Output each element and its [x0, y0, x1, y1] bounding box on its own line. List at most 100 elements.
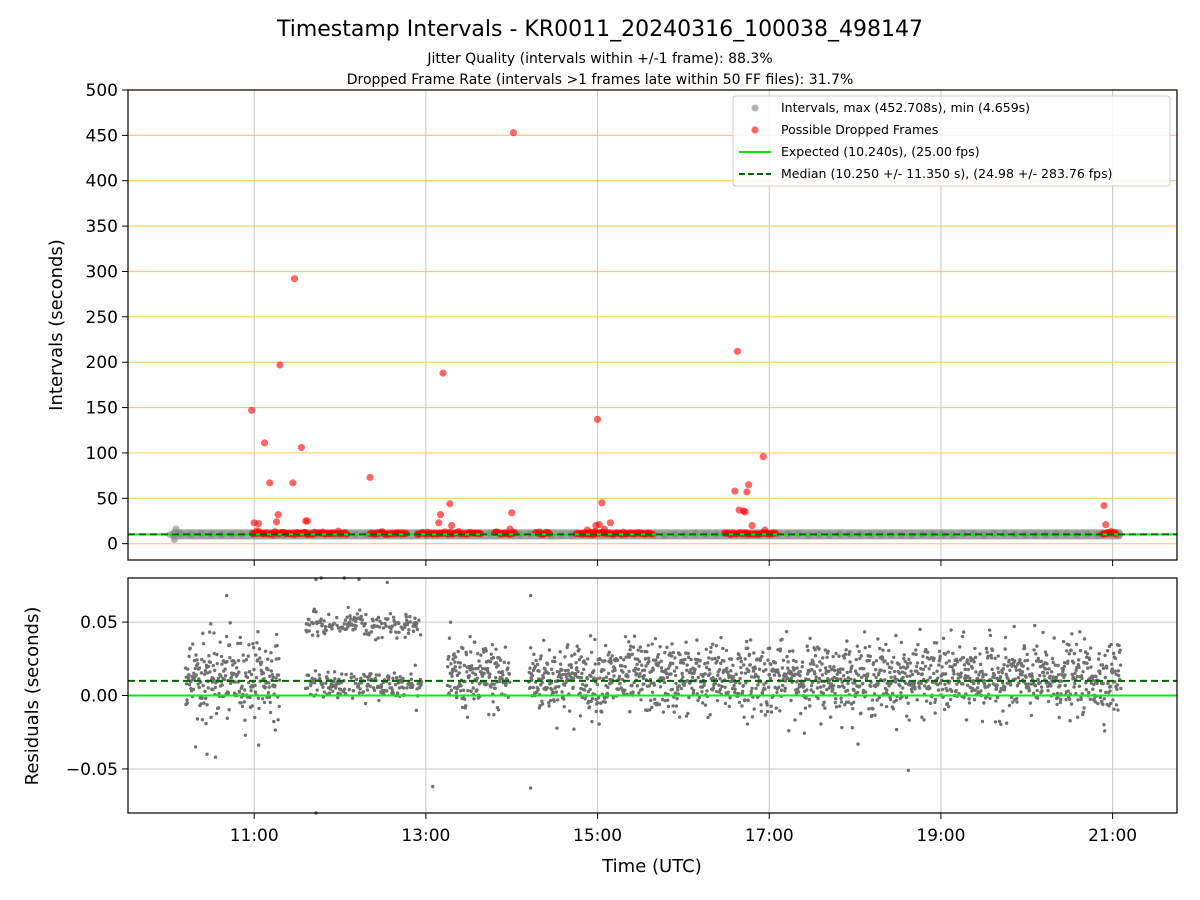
residual-point: [1061, 639, 1066, 644]
residual-point: [826, 649, 830, 654]
residual-point: [333, 677, 337, 681]
residual-point: [1040, 689, 1044, 693]
residual-point: [390, 688, 395, 692]
residual-point: [566, 643, 570, 647]
residual-point: [233, 680, 237, 684]
residual-point: [927, 667, 931, 671]
residual-point: [448, 684, 452, 688]
residual-point: [603, 700, 608, 704]
residual-point: [194, 653, 198, 657]
residual-point: [207, 630, 212, 634]
residual-point: [1058, 683, 1062, 688]
residual-point: [920, 715, 924, 719]
residual-point: [564, 675, 569, 679]
residual-point: [576, 669, 580, 674]
residual-point: [1046, 684, 1050, 689]
residual-point: [962, 695, 966, 700]
residual-point: [360, 621, 364, 625]
residuals-series: [128, 576, 1177, 815]
residual-point: [702, 683, 706, 688]
residual-point: [530, 673, 535, 678]
residual-point: [897, 662, 901, 666]
residual-point: [867, 707, 871, 711]
residual-point: [743, 671, 748, 675]
residual-point: [709, 645, 713, 650]
residual-point: [569, 662, 573, 667]
residual-point: [187, 654, 191, 659]
residual-point: [936, 676, 940, 680]
residual-point: [262, 677, 266, 681]
residual-point: [918, 686, 922, 690]
residual-point: [992, 675, 996, 680]
residual-point: [563, 668, 568, 673]
residual-point: [961, 630, 966, 634]
residual-point: [645, 708, 649, 713]
residual-point: [994, 699, 998, 703]
residual-point: [637, 674, 641, 679]
residual-point: [685, 668, 689, 673]
residual-point: [1111, 651, 1116, 656]
residual-point: [1015, 700, 1019, 704]
residual-point: [686, 655, 691, 660]
residual-point: [354, 677, 359, 682]
residual-point: [680, 671, 684, 676]
residual-point: [465, 670, 469, 674]
residual-point: [545, 662, 550, 666]
residual-point: [489, 685, 493, 689]
residual-point: [630, 683, 634, 688]
residual-point: [811, 690, 816, 694]
residual-point: [551, 690, 556, 695]
residual-point: [742, 715, 746, 720]
residual-point: [363, 621, 367, 626]
residual-point: [1046, 699, 1051, 704]
residual-point: [1107, 704, 1111, 708]
residual-point: [945, 689, 949, 693]
residual-point: [1004, 672, 1008, 676]
residual-point: [1056, 673, 1061, 677]
residual-point: [622, 658, 626, 662]
residual-point: [1118, 648, 1122, 652]
interval-point: [170, 535, 178, 544]
residual-point: [941, 636, 946, 641]
residual-point: [233, 661, 237, 665]
residual-point: [711, 675, 715, 680]
residual-point: [357, 577, 361, 582]
residual-point: [598, 701, 603, 705]
residual-point: [955, 660, 960, 664]
residual-point: [207, 653, 211, 658]
residual-point: [414, 708, 419, 713]
residual-point: [796, 679, 800, 683]
residual-point: [228, 656, 232, 660]
residual-point: [857, 684, 862, 688]
dropped-frame-point: [509, 129, 518, 137]
residual-point: [1004, 655, 1008, 660]
residual-point: [933, 697, 938, 702]
residual-point: [791, 649, 795, 653]
residual-point: [637, 691, 641, 695]
residual-point: [703, 703, 708, 707]
residual-point: [842, 685, 846, 690]
residual-point: [671, 661, 675, 666]
residual-point: [686, 651, 690, 656]
residual-point: [727, 704, 732, 709]
legend-box: [732, 95, 1171, 187]
residual-point: [349, 672, 354, 676]
residual-point: [787, 729, 791, 733]
residual-point: [371, 686, 376, 690]
residual-point: [407, 628, 411, 632]
residual-point: [1108, 689, 1112, 693]
residual-point: [839, 700, 844, 704]
residual-point: [984, 646, 989, 651]
residual-point: [240, 704, 245, 709]
residual-point: [750, 675, 754, 679]
residual-point: [323, 631, 327, 636]
residual-point: [572, 727, 576, 731]
residual-point: [366, 678, 371, 682]
residual-point: [638, 672, 642, 676]
residual-point: [715, 689, 719, 694]
residual-point: [639, 698, 643, 702]
residual-point: [1112, 707, 1116, 711]
residual-point: [307, 617, 311, 622]
residual-point: [1024, 675, 1028, 679]
interval-point: [691, 529, 700, 537]
